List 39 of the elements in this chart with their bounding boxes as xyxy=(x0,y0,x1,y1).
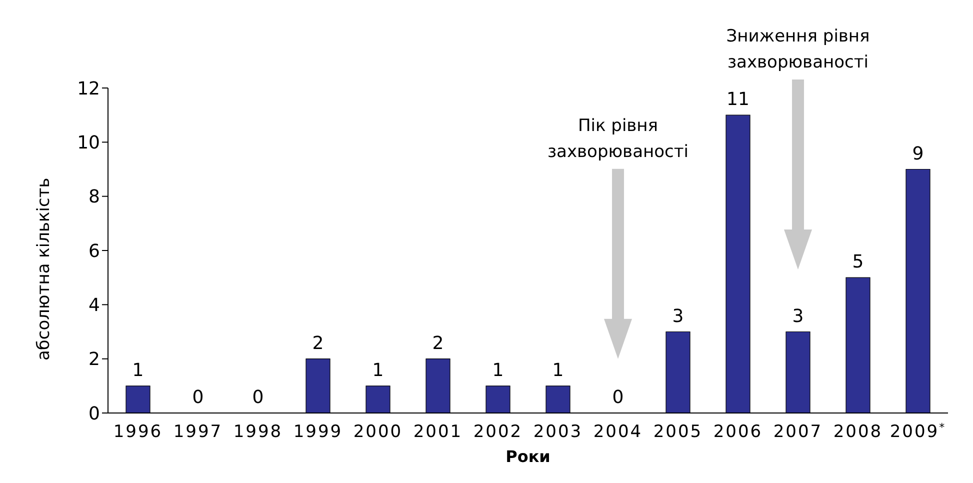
data-label: 3 xyxy=(792,306,804,327)
y-axis-title: абсолютна кількість xyxy=(34,178,54,360)
x-tick-label: 2002 xyxy=(473,422,523,442)
x-tick-label: 2009$^{*}$ xyxy=(890,420,946,442)
x-tick-label: 2003 xyxy=(533,422,583,442)
x-tick-label: 2006 xyxy=(713,422,763,442)
x-axis-title: Роки xyxy=(506,447,550,466)
x-tick-label: 2001 xyxy=(413,422,463,442)
x-tick-label: 2000 xyxy=(353,422,403,442)
data-label: 3 xyxy=(672,306,684,327)
data-label: 2 xyxy=(312,332,324,354)
data-label: 2 xyxy=(432,332,444,354)
text: Зниження рівня захворюваності xyxy=(726,26,870,72)
y-tick-label: 2 xyxy=(88,349,100,370)
y-tick-label: 6 xyxy=(88,240,100,262)
data-label: 11 xyxy=(726,89,750,110)
data-label: 9 xyxy=(912,143,924,164)
data-label: 0 xyxy=(612,387,624,408)
x-tick-label: 1999 xyxy=(293,422,343,442)
x-tick-label: 1998 xyxy=(233,422,283,442)
x-tick-label: 2005 xyxy=(653,422,703,442)
data-label: 0 xyxy=(192,387,204,408)
x-tick-label: 1997 xyxy=(173,422,223,442)
data-label: 1 xyxy=(132,360,144,381)
data-label: 5 xyxy=(852,252,864,273)
data-label: 1 xyxy=(552,360,564,381)
y-tick-label: 12 xyxy=(77,78,100,100)
x-tick-label: 2008 xyxy=(833,422,883,442)
x-tick-label: 2007 xyxy=(773,422,823,442)
x-tick-label: 1996 xyxy=(113,422,163,442)
data-label: 1 xyxy=(372,360,384,381)
y-tick-label: 8 xyxy=(88,186,100,208)
data-label: 0 xyxy=(252,387,264,408)
annotation: Пік рівня захворюваності xyxy=(548,116,688,162)
y-tick-label: 4 xyxy=(88,295,100,316)
y-tick-label: 10 xyxy=(77,132,100,154)
data-label: 1 xyxy=(492,360,504,381)
x-tick-label: 2004 xyxy=(593,422,643,442)
y-tick-label: 0 xyxy=(88,403,100,424)
